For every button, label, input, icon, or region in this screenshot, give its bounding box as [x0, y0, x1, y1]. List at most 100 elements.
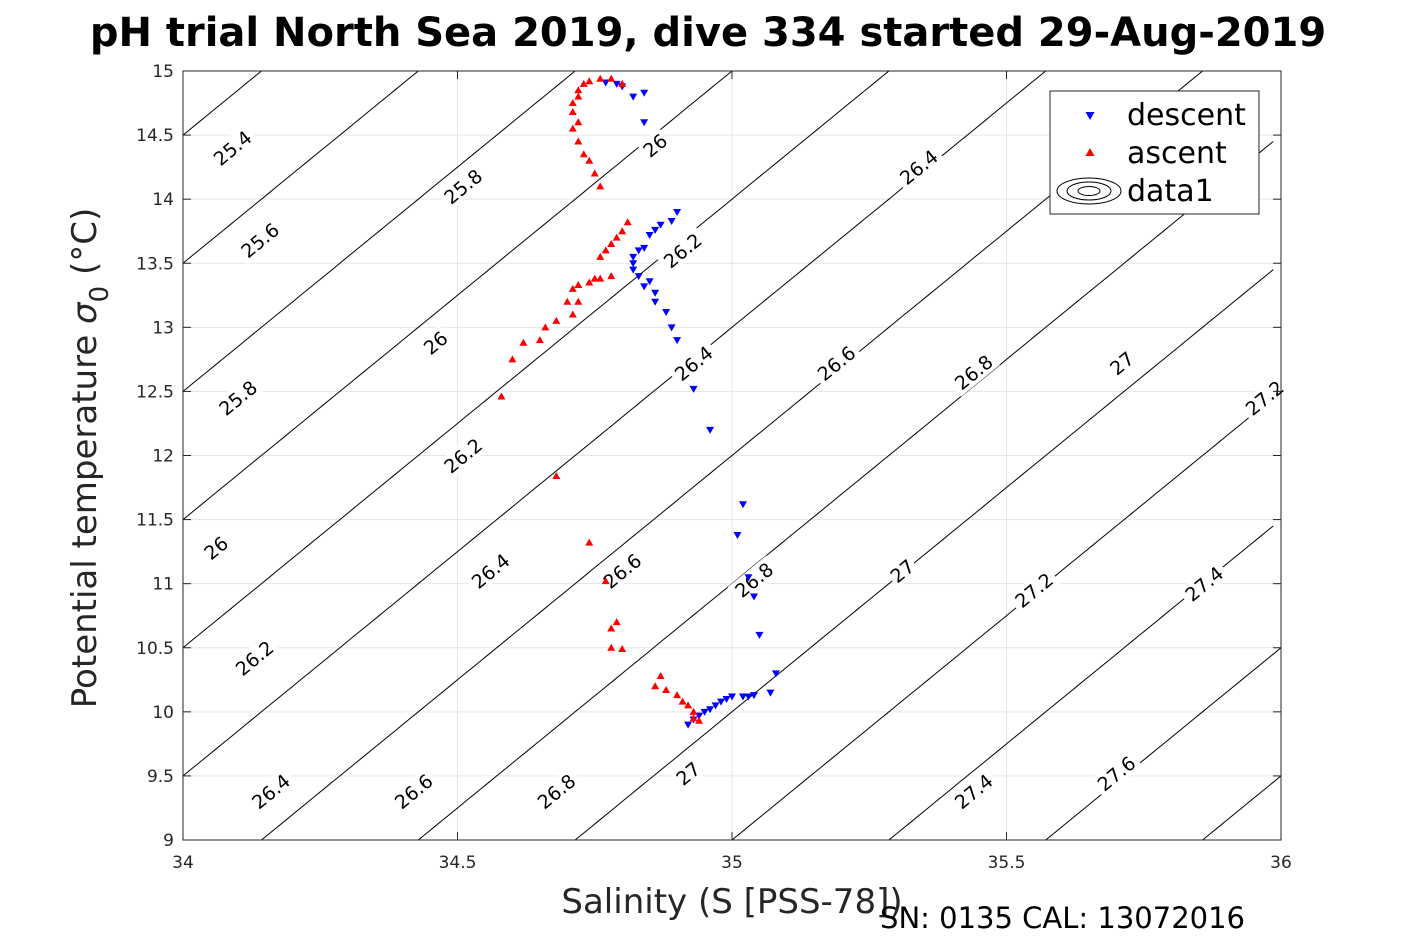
contour-label-bg	[436, 431, 490, 480]
descent-point	[684, 721, 693, 729]
y-tick-label: 12.5	[136, 382, 174, 402]
ascent-point	[519, 338, 528, 346]
isopycnal-line	[417, 141, 1274, 841]
ascent-point	[618, 79, 627, 87]
x-tick-label: 35.5	[988, 853, 1026, 873]
ascent-point	[596, 182, 605, 190]
descent-point	[629, 266, 638, 274]
descent-point	[706, 706, 715, 714]
descent-point	[634, 247, 643, 255]
ascent-point	[590, 274, 599, 282]
descent-point	[645, 232, 654, 240]
contour-label: 26	[198, 530, 234, 566]
ascent-point	[607, 240, 616, 248]
contour-label-text: 27	[887, 556, 920, 588]
descent-point	[645, 278, 654, 286]
isopycnal-line	[1045, 647, 1282, 841]
isopycnal-line	[731, 397, 1274, 841]
contour-label: 26.8	[529, 766, 583, 816]
y-tick-label: 10.5	[136, 639, 174, 659]
ascent-point	[678, 697, 687, 705]
contour-label: 26.6	[595, 546, 649, 596]
contour-label-bg	[529, 766, 583, 816]
ascent-point	[618, 227, 627, 235]
descent-point	[706, 426, 715, 434]
descent-point	[700, 708, 709, 716]
contour-label-bg	[1007, 565, 1061, 615]
contour-label-bg	[1177, 559, 1231, 609]
descent-point	[662, 308, 671, 316]
ascent-point	[607, 624, 616, 632]
contour-label-bg	[892, 142, 946, 192]
contour-label-bg	[387, 766, 440, 816]
contour-label: 26.2	[228, 633, 281, 683]
y-tick-label: 14.5	[136, 126, 174, 146]
contour-label-bg	[417, 325, 454, 361]
descent-point	[733, 531, 742, 539]
x-tick-label: 35	[721, 853, 743, 873]
ascent-point	[596, 74, 605, 82]
y-tick-label: 12	[152, 447, 174, 467]
contour-label-bg	[947, 347, 1000, 397]
serial-calibration-note: SN: 0135 CAL: 13072016	[880, 901, 1245, 935]
contour-label: 26.6	[809, 338, 863, 388]
ascent-point	[552, 472, 561, 480]
contour-label: 25.8	[436, 162, 490, 211]
ascent-point	[612, 233, 621, 241]
legend-contour-icon	[1056, 177, 1122, 205]
descent-point	[738, 501, 747, 509]
contour-label: 26.2	[656, 226, 709, 275]
contour-label-bg	[947, 766, 1000, 816]
x-tick-label: 34.5	[439, 853, 477, 873]
y-axis-label-sigma: σ	[65, 301, 105, 324]
legend-descent-marker	[1085, 112, 1095, 120]
isopycnal-line	[182, 70, 576, 392]
descent-point	[612, 80, 621, 88]
isopycnal-line	[1202, 775, 1282, 841]
contour-label: 26	[417, 325, 454, 361]
isopycnal-line	[182, 70, 890, 649]
contour-label: 26.6	[387, 766, 440, 816]
ascent-point	[574, 86, 583, 94]
ascent-point	[590, 169, 599, 177]
contour-label-bg	[637, 127, 673, 163]
y-tick-label: 13	[152, 318, 174, 338]
contour-label-text: 27	[1106, 348, 1139, 380]
descent-point	[744, 693, 753, 701]
ascent-point	[596, 252, 605, 260]
ascent-point	[568, 284, 577, 292]
ascent-point	[552, 316, 561, 324]
contour-label-bg	[233, 215, 287, 265]
descent-point	[722, 696, 731, 704]
contour-label-text: 27	[672, 758, 705, 790]
legend-data1-label: data1	[1127, 174, 1214, 209]
ascent-point	[568, 124, 577, 132]
descent-point	[640, 244, 649, 252]
ascent-point	[508, 355, 517, 363]
ascent-point	[607, 272, 616, 280]
ascent-point	[618, 645, 627, 653]
ascent-point	[607, 74, 616, 82]
isopycnal-line	[182, 70, 262, 136]
descent-point	[673, 337, 682, 345]
ascent-point	[601, 246, 610, 254]
ascent-point	[568, 99, 577, 107]
ascent-series	[497, 74, 704, 724]
ascent-point	[673, 691, 682, 699]
contour-label-bg	[206, 123, 259, 173]
y-tick-label: 9.5	[147, 767, 174, 787]
descent-point	[717, 698, 726, 706]
y-axis-label-unit: (°C)	[65, 208, 105, 286]
x-axis-ticks: 34 34.5 35 35.5 36	[172, 71, 1292, 873]
descent-point	[634, 273, 643, 281]
ascent-point	[574, 297, 583, 305]
y-axis-label-text: Potential temperature	[65, 324, 105, 708]
descent-point	[711, 702, 720, 710]
isopycnal-line	[261, 70, 1203, 841]
ascent-point	[585, 156, 594, 164]
y-tick-label: 11.5	[136, 511, 174, 531]
ascent-point	[596, 274, 605, 282]
contour-label-bg	[464, 546, 517, 596]
descent-point	[771, 670, 780, 678]
